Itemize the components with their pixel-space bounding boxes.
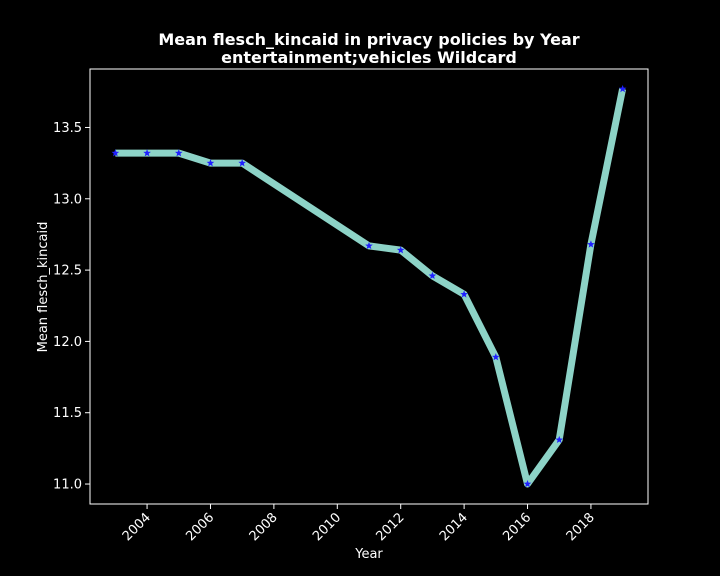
data-point-marker — [523, 480, 532, 488]
y-axis-label: Mean flesch_kincaid — [36, 222, 51, 353]
x-axis-label: Year — [354, 547, 383, 562]
plot-frame — [89, 68, 649, 505]
x-tick-label: 2010 — [310, 510, 344, 544]
y-tick-label: 12.0 — [53, 335, 82, 350]
y-tick-label: 11.0 — [53, 478, 82, 493]
x-tick-label: 2012 — [374, 510, 408, 544]
x-tick-label: 2008 — [247, 510, 281, 544]
data-point-marker — [365, 241, 373, 250]
data-point-marker — [618, 84, 627, 93]
data-point-marker — [492, 353, 500, 361]
x-tick-label: 2018 — [564, 510, 598, 544]
x-tick-label: 2014 — [437, 510, 471, 544]
data-point-marker — [428, 271, 437, 280]
data-point-marker — [238, 159, 246, 167]
y-tick-label: 13.5 — [53, 121, 82, 136]
y-tick-label: 13.0 — [53, 192, 82, 207]
series-line — [115, 88, 627, 488]
data-point-marker — [587, 240, 595, 248]
x-tick-label: 2006 — [183, 510, 217, 544]
y-tick-label: 11.5 — [53, 406, 82, 421]
plot-area: 2004 2006 2008 2010 2012 2014 2016 2018 11.0 11.5… — [53, 68, 649, 544]
y-tick-label: 12.5 — [53, 264, 82, 279]
data-point-marker — [555, 435, 564, 444]
data-point-marker — [396, 246, 405, 254]
chart-subtitle: entertainment;vehicles Wildcard — [221, 48, 517, 67]
data-point-marker — [143, 149, 151, 157]
data-point-marker — [460, 290, 468, 298]
x-tick-label: 2016 — [500, 510, 534, 544]
data-point-marker — [174, 149, 183, 157]
x-tick-label: 2004 — [120, 510, 154, 544]
data-point-marker — [111, 149, 120, 157]
data-point-marker — [206, 159, 215, 167]
chart-title: Mean flesch_kincaid in privacy policies … — [158, 30, 579, 49]
